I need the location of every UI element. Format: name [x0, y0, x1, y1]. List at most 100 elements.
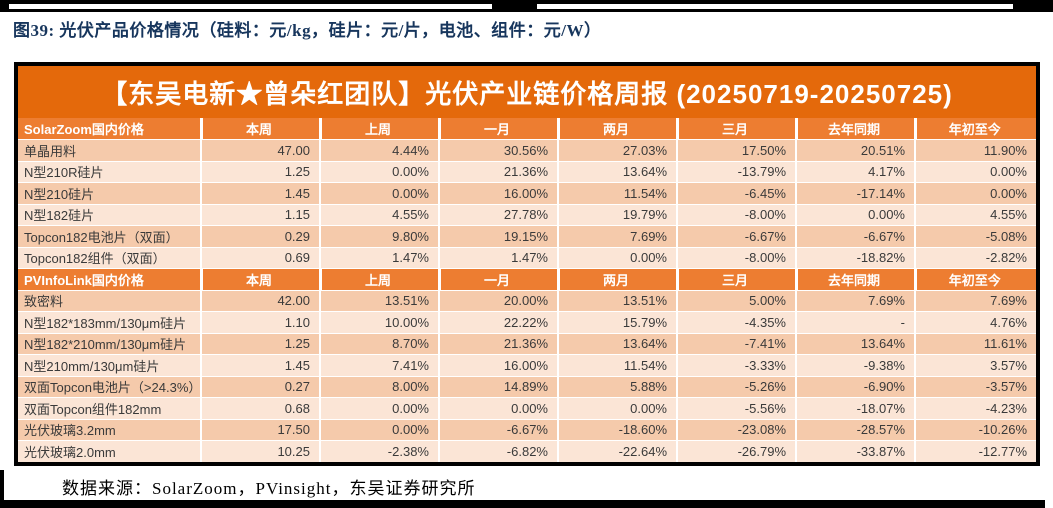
cell-value: 20.51% [796, 139, 916, 161]
cell-value: 13.51% [320, 289, 440, 312]
row-label: N型182*183mm/130μm硅片 [18, 311, 202, 333]
cell-value: -5.26% [677, 375, 797, 398]
table-row: 单晶用料 47.00 4.44% 30.56% 27.03% 17.50% 20.51% 11… [18, 139, 1036, 161]
cell-value: 0.00% [320, 418, 440, 441]
row-label: 单晶用料 [18, 139, 202, 161]
cell-value: 14.89% [439, 375, 559, 398]
cell-value: -6.90% [796, 375, 916, 398]
price-report-frame: 【东吴电新★曾朵红团队】光伏产业链价格周报 (20250719-20250725… [14, 62, 1040, 466]
column-header: 上周 [320, 268, 441, 290]
table-row: N型182硅片 1.15 4.55% 27.78% 19.79% -8.00% 0.00% 4… [18, 203, 1036, 226]
column-header: 去年同期 [796, 118, 917, 140]
cell-value: 7.41% [320, 354, 440, 376]
section-header-row: PVInfoLink国内价格 本周 上周 一月 两月 三月 去年同期 年初至今 [18, 268, 1036, 290]
cell-value: -3.57% [915, 375, 1036, 398]
cell-value: 15.79% [558, 311, 678, 333]
cell-value: -23.08% [677, 418, 797, 441]
cell-value: 0.00% [320, 397, 440, 419]
cell-value: -6.67% [796, 225, 916, 247]
cell-value: -2.38% [320, 440, 440, 462]
cell-value: -6.67% [677, 225, 797, 247]
cell-value: -8.00% [677, 203, 797, 226]
cell-value: 5.88% [558, 375, 678, 398]
cell-value: 3.57% [915, 354, 1036, 376]
table-row: 光伏玻璃2.0mm 10.25 -2.38% -6.82% -22.64% -26.79%… [18, 440, 1036, 462]
cell-value: 17.50 [201, 418, 321, 441]
cell-value: 20.00% [439, 289, 559, 312]
cell-value: 42.00 [201, 289, 321, 312]
cell-value: 1.47% [320, 246, 440, 269]
cell-value: 1.10 [201, 311, 321, 333]
row-label: 双面Topcon电池片（>24.3%） [18, 375, 202, 398]
column-header: 一月 [439, 268, 560, 290]
column-header: 三月 [677, 268, 798, 290]
cell-value: 0.00% [915, 160, 1036, 183]
section-header-row: SolarZoom国内价格 本周 上周 一月 两月 三月 去年同期 年初至今 [18, 118, 1036, 140]
cell-value: -5.56% [677, 397, 797, 419]
cell-value: -12.77% [915, 440, 1036, 462]
price-table: SolarZoom国内价格 本周 上周 一月 两月 三月 去年同期 年初至今 单晶用料 47.00… [18, 118, 1036, 462]
cell-value: 4.55% [320, 203, 440, 226]
cell-value: -4.23% [915, 397, 1036, 419]
cell-value: 19.79% [558, 203, 678, 226]
column-header: 年初至今 [915, 268, 1036, 290]
cell-value: 0.00% [558, 246, 678, 269]
column-header: 两月 [558, 268, 679, 290]
cell-value: 0.00% [320, 160, 440, 183]
cell-value: 19.15% [439, 225, 559, 247]
cell-value: 11.54% [558, 354, 678, 376]
row-label: Topcon182组件（双面） [18, 246, 202, 269]
cell-value: 11.90% [915, 139, 1036, 161]
table-row: N型182*183mm/130μm硅片 1.10 10.00% 22.22% 15.79… [18, 311, 1036, 333]
table-row: N型210R硅片 1.25 0.00% 21.36% 13.64% -13.79% 4.17… [18, 160, 1036, 183]
cell-value: -18.60% [558, 418, 678, 441]
cell-value: -6.67% [439, 418, 559, 441]
bottom-edge-bar [0, 500, 1045, 508]
column-header: 上周 [320, 118, 441, 140]
cell-value: 0.00% [915, 182, 1036, 204]
cell-value: 21.36% [439, 160, 559, 183]
cell-value: -6.45% [677, 182, 797, 204]
column-header: 本周 [201, 268, 322, 290]
cell-value: -17.14% [796, 182, 916, 204]
cell-value: 7.69% [796, 289, 916, 312]
cell-value: 22.22% [439, 311, 559, 333]
cell-value: 17.50% [677, 139, 797, 161]
cell-value: 7.69% [558, 225, 678, 247]
table-row: N型210mm/130μm硅片 1.45 7.41% 16.00% 11.54% -3.3… [18, 354, 1036, 376]
column-header: 年初至今 [915, 118, 1036, 140]
cell-value: -13.79% [677, 160, 797, 183]
data-source-note: 数据来源：SolarZoom，PVinsight，东吴证券研究所 [62, 479, 476, 498]
table-row: Topcon182组件（双面） 0.69 1.47% 1.47% 0.00% -8.00%… [18, 246, 1036, 269]
cell-value: 1.25 [201, 332, 321, 355]
cell-value: 10.25 [201, 440, 321, 462]
cell-value: 13.64% [796, 332, 916, 355]
cell-value: 10.00% [320, 311, 440, 333]
cell-value: 27.03% [558, 139, 678, 161]
cell-value: 13.51% [558, 289, 678, 312]
cell-value: 8.00% [320, 375, 440, 398]
cell-value: 13.64% [558, 332, 678, 355]
row-label: N型182硅片 [18, 203, 202, 226]
row-label: Topcon182电池片（双面） [18, 225, 202, 247]
cell-value: 0.69 [201, 246, 321, 269]
section-title: SolarZoom国内价格 [18, 118, 203, 140]
cell-value: 11.61% [915, 332, 1036, 355]
cell-value: -9.38% [796, 354, 916, 376]
column-header: 本周 [201, 118, 322, 140]
table-row: 双面Topcon电池片（>24.3%） 0.27 8.00% 14.89% 5.88% -… [18, 375, 1036, 398]
left-edge-bar [0, 470, 4, 508]
row-label: 光伏玻璃3.2mm [18, 418, 202, 441]
price-table-body: SolarZoom国内价格 本周 上周 一月 两月 三月 去年同期 年初至今 单晶用料 47.00… [18, 118, 1036, 462]
cell-value: 8.70% [320, 332, 440, 355]
top-edge-strip-right [537, 4, 1013, 9]
table-row: N型210硅片 1.45 0.00% 16.00% 11.54% -6.45% -17.14… [18, 182, 1036, 204]
cell-value: -2.82% [915, 246, 1036, 269]
table-row: 致密料 42.00 13.51% 20.00% 13.51% 5.00% 7.69% 7.69… [18, 289, 1036, 312]
figure-title: 图39: 光伏产品价格情况（硅料：元/kg，硅片：元/片，电池、组件：元/W） [13, 21, 602, 40]
cell-value: - [796, 311, 916, 333]
cell-value: -5.08% [915, 225, 1036, 247]
cell-value: -26.79% [677, 440, 797, 462]
top-edge-bar [0, 0, 1053, 12]
cell-value: 1.47% [439, 246, 559, 269]
